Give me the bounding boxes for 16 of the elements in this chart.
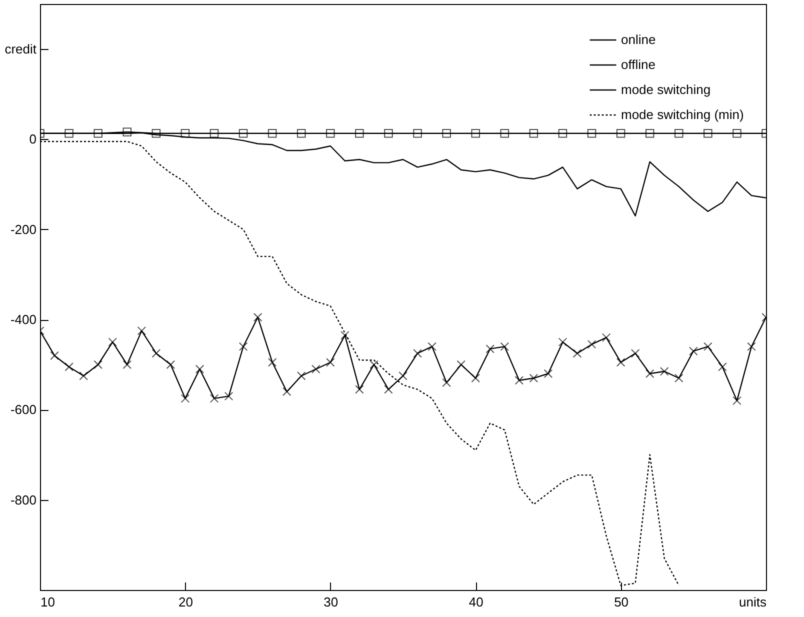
legend-label: online [621,32,656,47]
y-tick-label: -200 [10,222,36,237]
x-tick-label: 50 [614,594,629,610]
x-tick-label: 30 [324,594,338,610]
y-tick-label: -400 [10,312,36,328]
y-tick-label: -600 [10,402,36,418]
y-tick-label: credit [4,42,37,57]
legend-label: offline [621,57,656,72]
x-tick-label: 20 [178,594,193,610]
y-tick-label: 0 [29,132,36,147]
x-tick-label: 10 [40,594,55,610]
x-tick-label: units [739,594,767,610]
legend-label: mode switching (min) [621,107,744,122]
y-tick-label: -800 [10,492,36,508]
legend-label: mode switching [621,82,711,97]
x-tick-label: 40 [468,594,484,610]
